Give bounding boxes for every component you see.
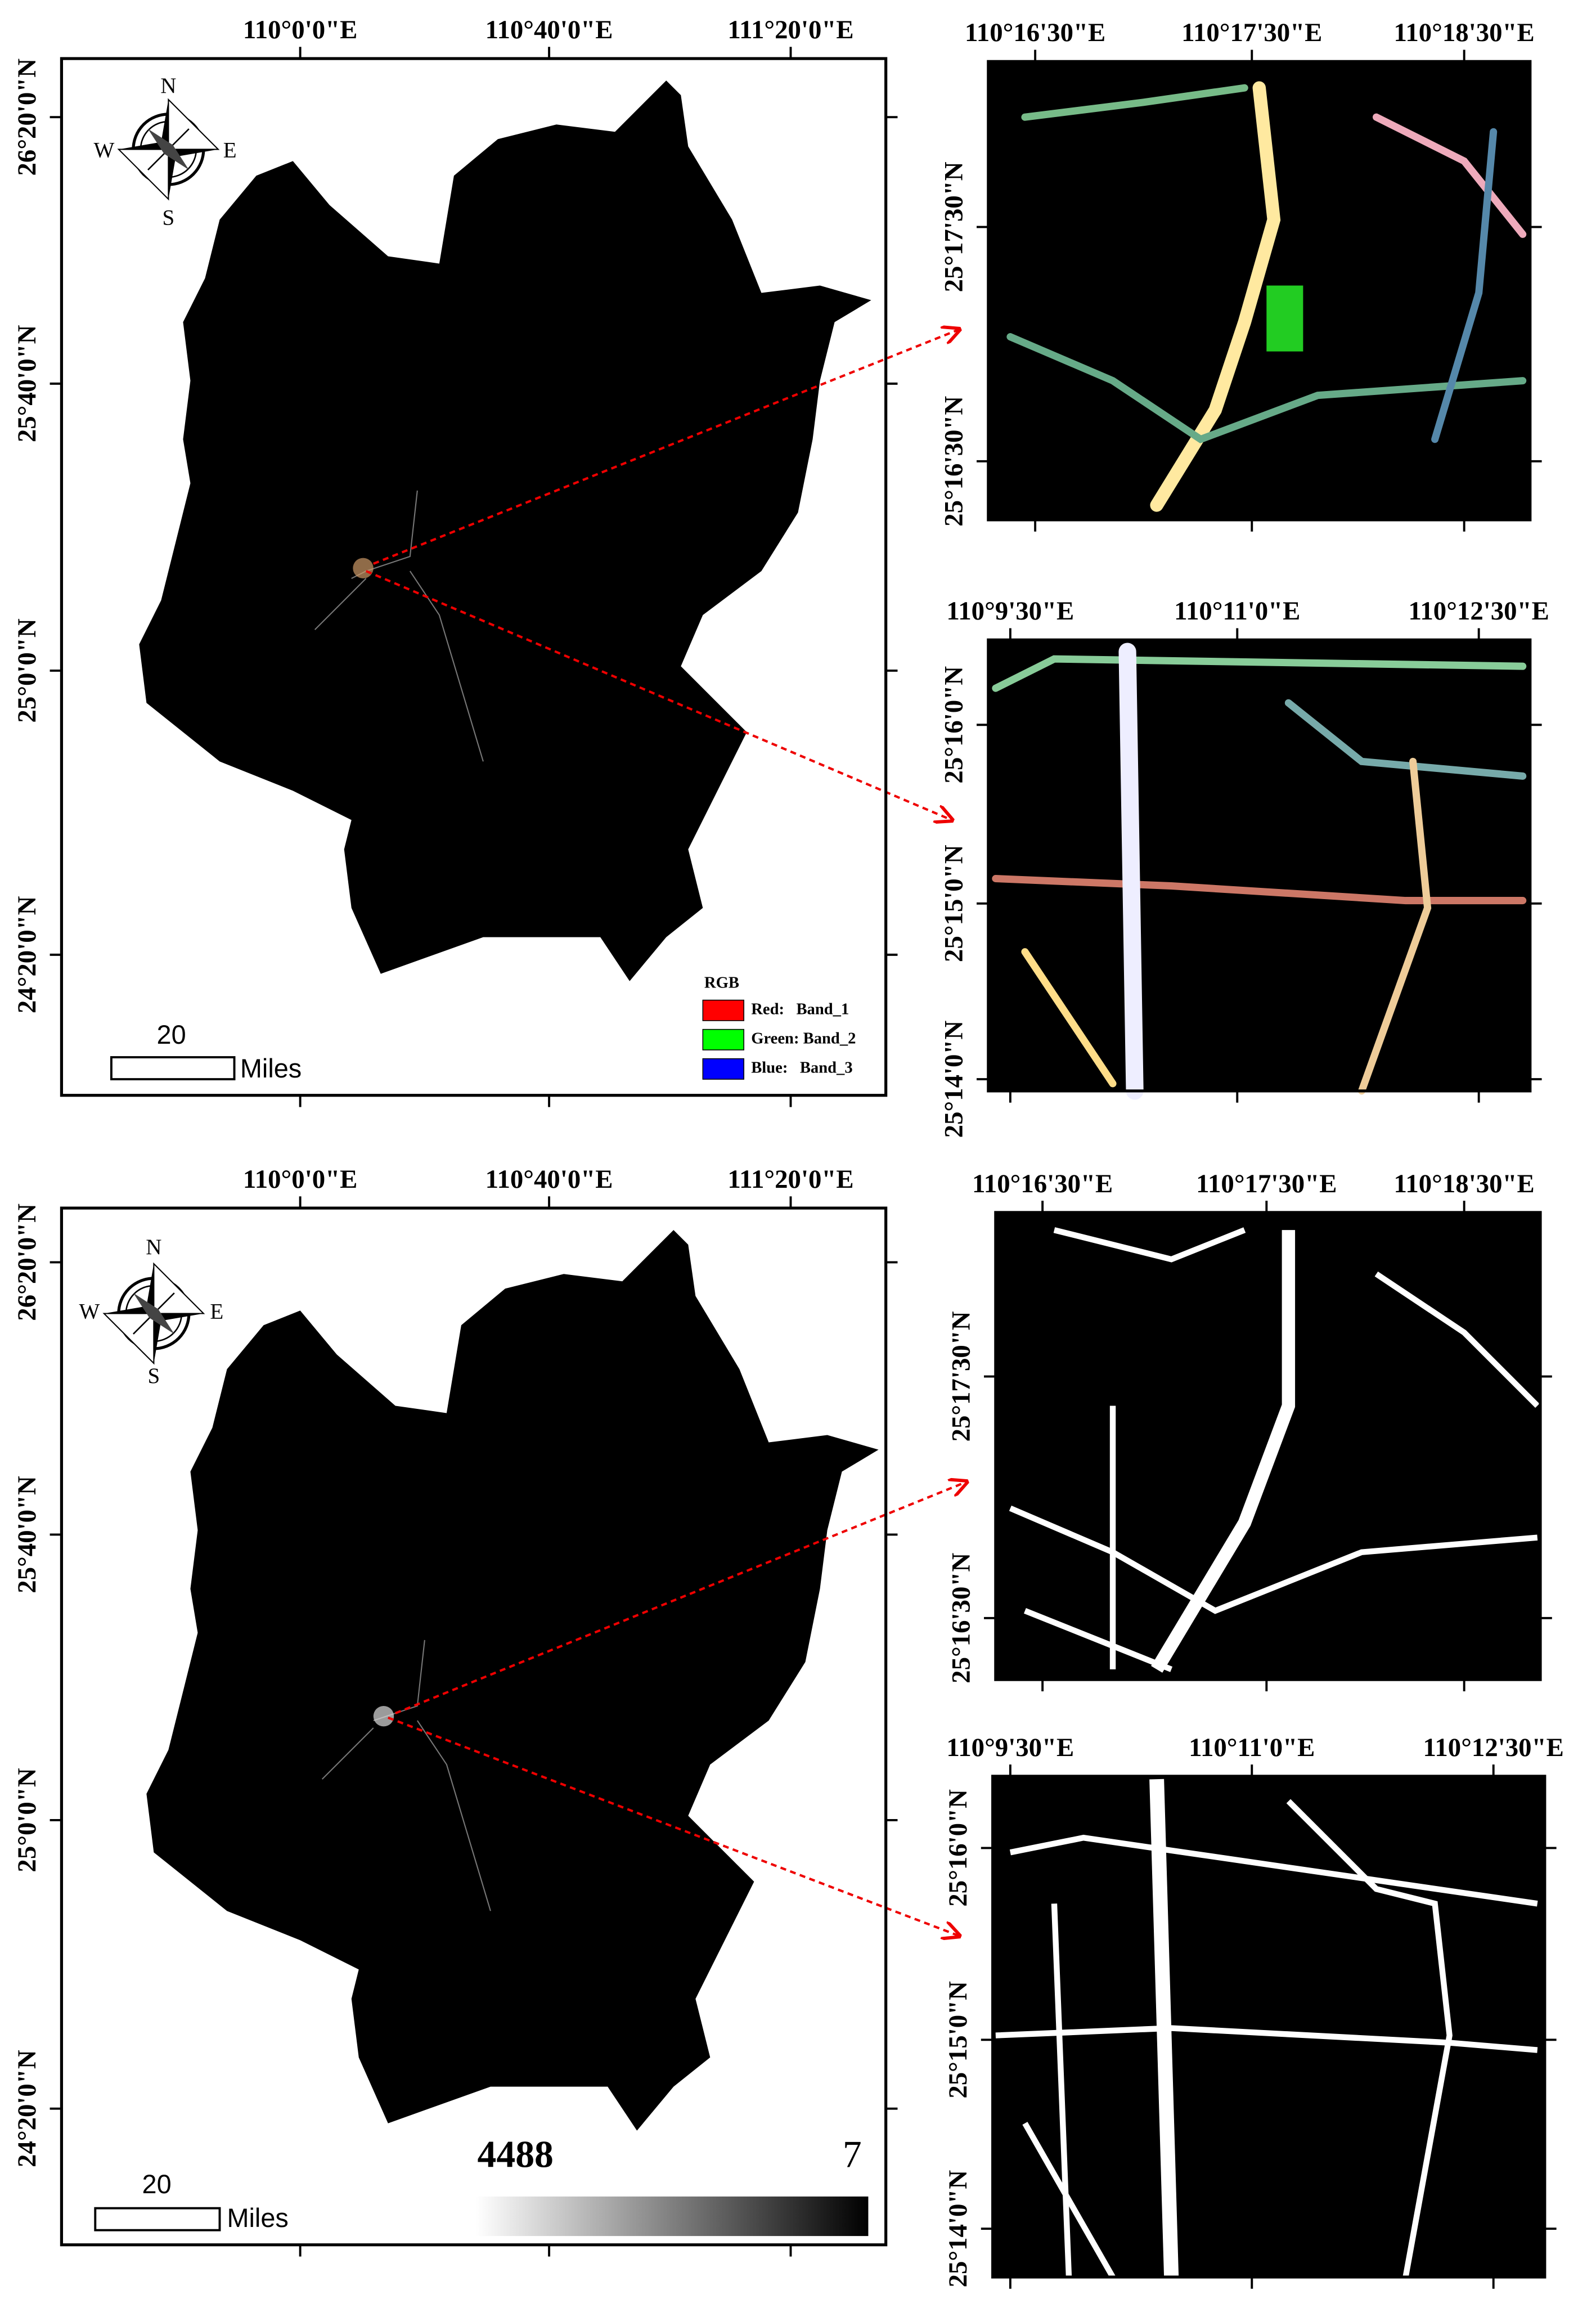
scale-unit: Miles — [227, 2203, 289, 2233]
legend-title: RGB — [704, 973, 739, 991]
lon-label: 110°0'0"E — [243, 1165, 357, 1194]
scale-unit: Miles — [240, 1054, 302, 1083]
inset-roads — [1006, 81, 1527, 512]
lon-label: 111°20'0"E — [727, 1165, 853, 1194]
lon-label: 110°12'30"E — [1409, 596, 1549, 626]
lon-label: 110°11'0"E — [1174, 596, 1300, 626]
lon-label: 110°17'30"E — [1181, 18, 1322, 47]
inset-roads — [995, 1779, 1538, 2279]
lon-label: 110°18'30"E — [1394, 18, 1535, 47]
frame — [60, 1206, 888, 2247]
lon-label: 110°9'30"E — [946, 1733, 1074, 1762]
lon-label: 110°17'30"E — [1196, 1169, 1337, 1198]
lat-label: 25°0'0"N — [12, 618, 42, 722]
lat-label: 25°16'0"N — [939, 666, 968, 784]
lon-label: 110°16'30"E — [972, 1169, 1113, 1198]
scale-value: 20 — [142, 2170, 172, 2199]
lon-label: 111°20'0"E — [727, 15, 853, 44]
compass-n: N — [160, 74, 176, 98]
legend-swatch — [702, 1029, 744, 1050]
frame — [987, 638, 1532, 1093]
lat-label: 25°16'30"N — [939, 396, 968, 527]
lat-label: 25°16'30"N — [946, 1553, 975, 1683]
inset-roads — [1009, 1227, 1540, 1673]
lat-label: 25°15'0"N — [939, 845, 968, 962]
lon-label: 110°11'0"E — [1189, 1733, 1315, 1762]
scale-bar — [94, 2207, 221, 2231]
lat-label: 25°40'0"N — [12, 1476, 42, 1593]
inset-roads — [992, 643, 1527, 1100]
frame — [991, 1775, 1546, 2279]
legend-swatch — [702, 999, 744, 1021]
lon-label: 110°0'0"E — [243, 15, 357, 44]
inset-image — [992, 1776, 1545, 2277]
zoom-arrow — [395, 1482, 966, 1714]
compass-w: W — [93, 138, 114, 163]
lon-label: 110°9'30"E — [946, 596, 1074, 626]
legend-item: Blue: Band_3 — [751, 1058, 852, 1076]
city-glow — [353, 558, 374, 579]
compass-n: N — [146, 1235, 161, 1259]
colorbar — [475, 2196, 869, 2237]
lat-label: 24°20'0"N — [12, 896, 42, 1013]
lat-label: 25°15'0"N — [943, 1981, 973, 2099]
lon-label: 110°16'30"E — [965, 18, 1105, 47]
north-arrow — [119, 100, 218, 199]
lat-label: 25°17'30"N — [939, 161, 968, 292]
lon-label: 110°18'30"E — [1394, 1169, 1535, 1198]
zoom-arrow — [365, 570, 952, 820]
colorbar-high: 4488 — [478, 2134, 554, 2176]
legend-swatch — [702, 1058, 744, 1080]
city-glow — [373, 1705, 394, 1727]
lat-label: 26°20'0"N — [12, 1204, 42, 1321]
frame — [987, 60, 1532, 522]
scale-value: 20 — [157, 1020, 186, 1049]
lat-label: 25°14'0"N — [943, 2170, 973, 2288]
lat-label: 24°20'0"N — [12, 2050, 42, 2167]
compass-e: E — [210, 1299, 223, 1323]
county-shape — [139, 80, 871, 981]
compass-w: W — [79, 1299, 100, 1323]
lon-label: 110°40'0"E — [485, 1165, 613, 1194]
lat-label: 25°17'30"N — [946, 1311, 975, 1442]
lat-label: 25°14'0"N — [939, 1021, 968, 1138]
lon-label: 110°12'30"E — [1423, 1733, 1564, 1762]
frame — [60, 57, 888, 1097]
compass-e: E — [223, 138, 237, 163]
compass-s: S — [148, 1364, 160, 1388]
compass-s: S — [163, 205, 175, 230]
lat-label: 25°16'0"N — [943, 1789, 973, 1907]
county-shape — [146, 1230, 879, 2131]
zoom-arrow — [372, 330, 959, 565]
lat-label: 25°0'0"N — [12, 1768, 42, 1872]
lat-label: 26°20'0"N — [12, 59, 42, 176]
legend-item: Green: Band_2 — [751, 1029, 856, 1047]
lon-label: 110°40'0"E — [485, 15, 613, 44]
frame — [994, 1211, 1542, 1681]
legend-item: Red: Band_1 — [751, 1000, 849, 1018]
north-arrow — [104, 1264, 204, 1363]
scale-bar — [110, 1056, 236, 1081]
inset-image — [988, 640, 1530, 1091]
colorbar-low: 7 — [843, 2134, 862, 2176]
lat-label: 25°40'0"N — [12, 325, 42, 442]
